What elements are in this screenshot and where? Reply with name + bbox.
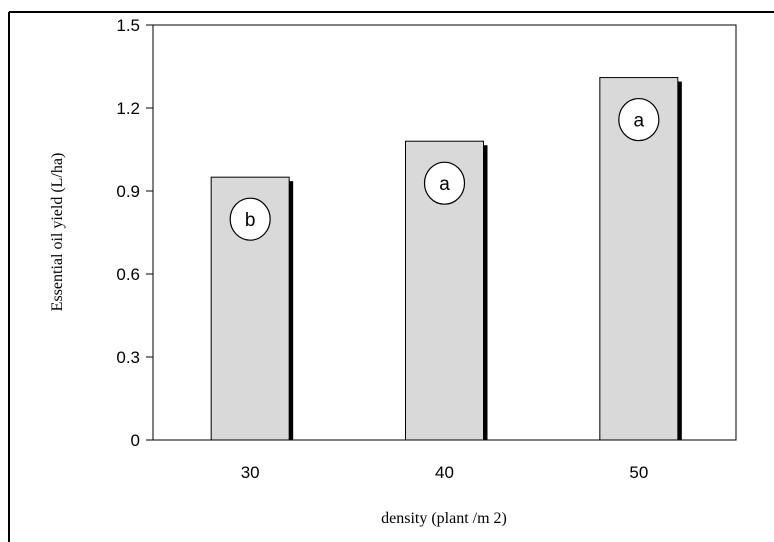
x-tick-label: 40 [435,463,454,482]
y-tick-label: 1.2 [116,99,140,118]
significance-ellipse [618,97,660,142]
y-tick-label: 0.3 [116,348,140,367]
significance-ellipse [229,197,271,241]
significance-letter: a [634,111,645,132]
x-tick-label: 50 [629,463,648,482]
significance-ellipse [423,161,466,205]
y-tick-label: 0.9 [116,182,140,201]
x-axis-ticks: 30 40 50 [241,463,649,482]
y-tick-label: 0.6 [116,265,140,284]
y-tick-label: 1.5 [116,16,140,35]
x-axis-title: density (plant /m 2) [381,510,507,527]
significance-letter: a [439,174,450,195]
x-tick-label: 30 [241,463,260,482]
significance-letter: b [245,210,256,231]
y-tick-label: 0 [131,431,140,450]
bars: b a a [210,77,682,441]
y-axis-ticks: 0 0.3 0.6 0.9 1.2 1.5 [116,16,153,450]
y-axis-title: Essential oil yield (L/ha) [49,153,66,312]
